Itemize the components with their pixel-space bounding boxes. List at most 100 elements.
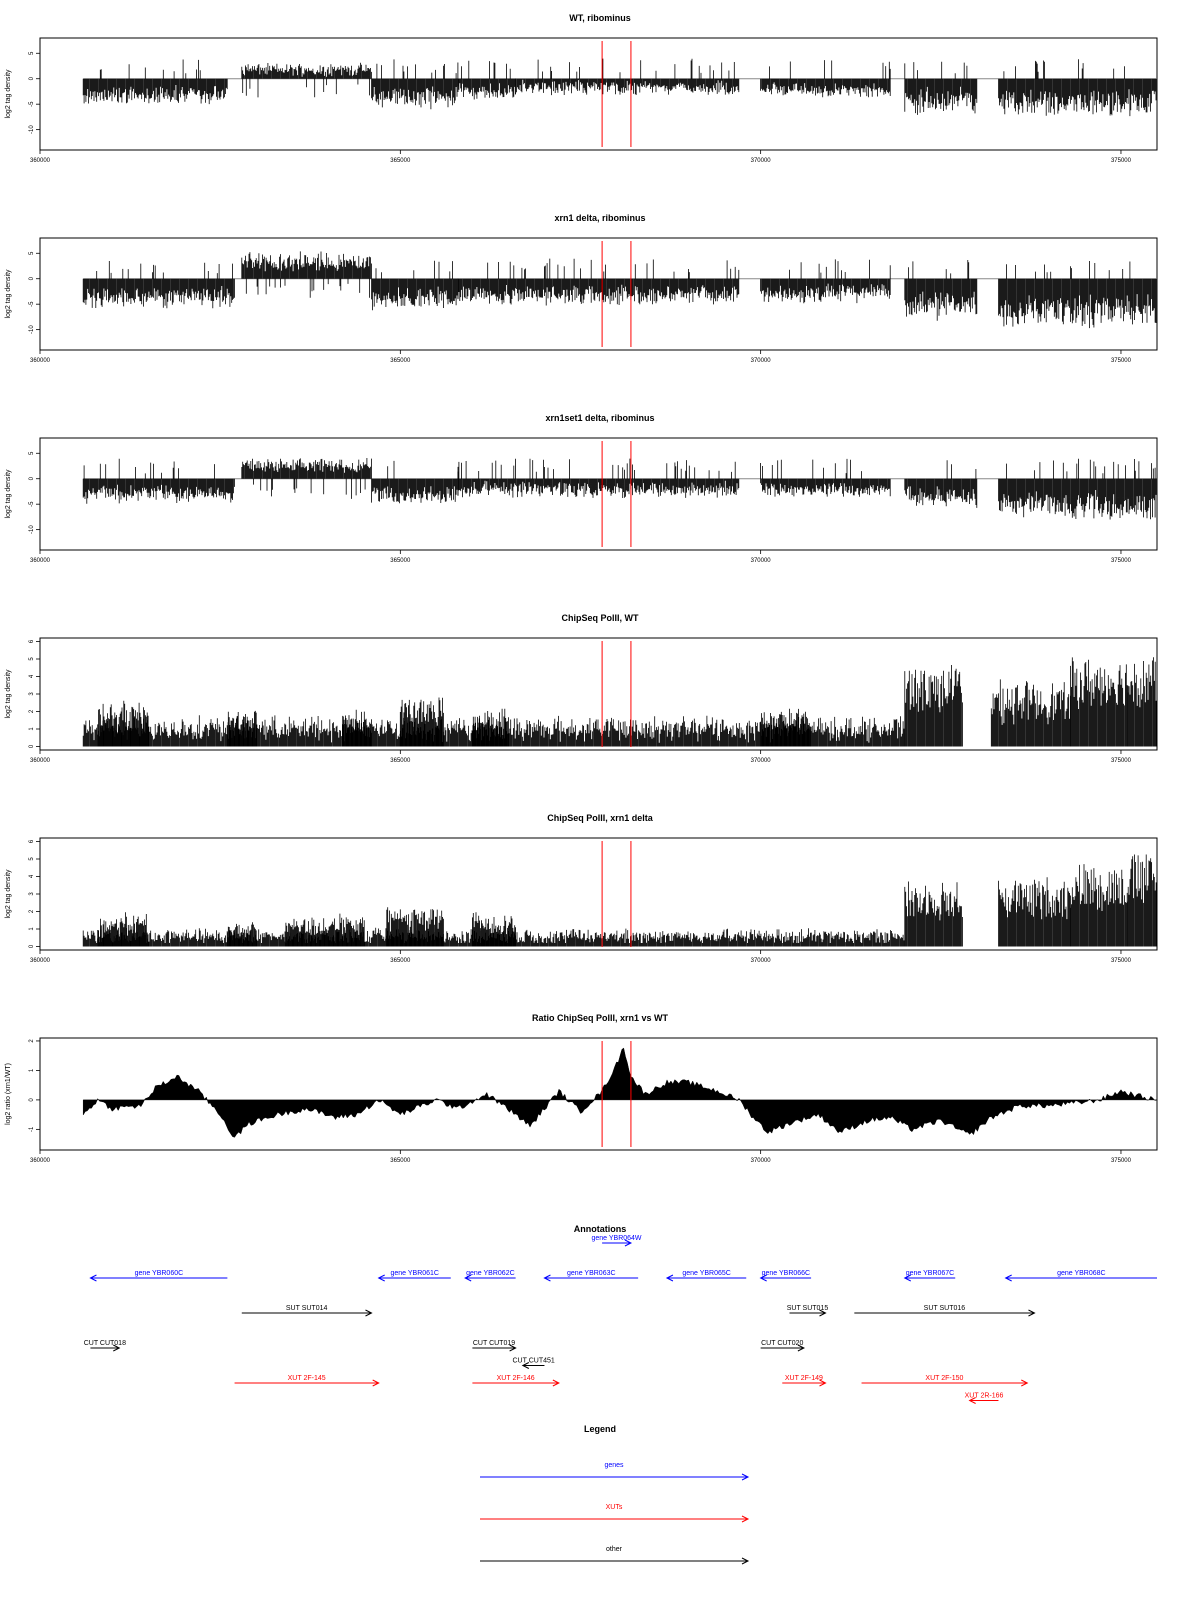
signal-bars [97,912,149,947]
y-tick-label: -10 [29,525,35,534]
signal-segment [371,59,459,110]
y-axis: 6 5 4 3 2 1 0 [29,639,40,748]
y-axis-label: log2 tag density [5,469,12,519]
y-tick-label: 2 [29,909,35,913]
arrow-head-icon [543,1274,551,1282]
panel-title: ChipSeq PolII, WT [562,613,639,623]
feature-label: XUT 2F-145 [288,1375,326,1382]
y-tick-label: 5 [29,451,35,455]
signal-segment [82,458,235,504]
arrow-head-icon [903,1274,911,1282]
panel-title: ChipSeq PolII, xrn1 delta [547,813,654,823]
signal-bars [760,259,891,304]
signal-segment [515,58,740,96]
annotation-feature: SUT SUT014 [241,1305,373,1317]
y-tick-label: 5 [29,251,35,255]
x-tick-label: 370000 [751,358,772,364]
x-tick-label: 375000 [1111,158,1132,164]
x-axis: 360000 365000 370000 375000 [30,950,1132,964]
arrow-head-icon [377,1274,385,1282]
signal-segment [82,715,905,747]
annotation-feature: gene YBR066C [759,1270,812,1282]
signal-bars [1127,657,1158,747]
y-tick-label: 0 [29,1098,35,1102]
annotation-feature: gene YBR063C [543,1270,639,1282]
signal-segment [385,907,444,947]
signal-bars [82,927,905,947]
x-tick-label: 370000 [751,958,772,964]
signal-segment [82,927,905,947]
y-tick-label: 0 [29,944,35,948]
feature-label: SUT SUT015 [787,1305,829,1312]
arrow-head-icon [365,1309,373,1317]
annotation-feature: XUT 2R-166 [965,1393,1004,1404]
feature-label: CUT CUT018 [84,1340,126,1347]
x-tick-label: 365000 [390,958,411,964]
annotation-feature: gene YBR060C [89,1270,228,1282]
annotation-feature: gene YBR067C [903,1270,956,1282]
annotations-panel: Annotations gene YBR060C gene YBR061C gene … [84,1224,1157,1404]
signal-segment [82,261,235,309]
feature-label: gene YBR066C [762,1270,811,1277]
signal-segment [904,61,978,115]
signal-bars [371,59,459,110]
y-axis: 5 0 -5 -10 [29,251,40,334]
signal-bars [385,907,444,947]
signal-segment [760,458,891,497]
arrow-head-icon [1028,1309,1036,1317]
signal-segment [1127,657,1158,747]
plot-frame [39,237,1158,351]
y-tick-label: -10 [29,125,35,134]
panel-5: ChipSeq PolII, xrn1 delta log2 tag densit… [5,813,1158,964]
y-axis: 6 5 4 3 2 1 0 [29,839,40,948]
signal-bars [515,58,740,96]
arrow-head-icon [552,1379,560,1387]
ratio-area [82,1047,1158,1138]
signal-bars [241,62,372,98]
panel-6: Ratio ChipSeq PolII, xrn1 vs WT log2 rati… [5,1013,1158,1164]
panel-3: xrn1set1 delta, ribominus log2 tag densit… [5,413,1158,564]
signal-bars [371,460,459,504]
x-axis: 360000 365000 370000 375000 [30,750,1132,764]
annotation-feature: gene YBR061C [377,1270,451,1282]
signal-segment [1070,657,1129,747]
signal-bars [472,912,516,947]
y-tick-label: 1 [29,927,35,931]
x-tick-label: 365000 [390,158,411,164]
signal-bars [457,60,516,100]
x-tick-label: 370000 [751,1158,772,1164]
feature-label: gene YBR065C [682,1270,731,1277]
x-tick-label: 370000 [751,558,772,564]
annotation-feature: XUT 2F-145 [234,1375,380,1387]
y-axis-label: log2 tag density [5,269,12,319]
signal-segment [241,251,372,298]
x-tick-label: 375000 [1111,1158,1132,1164]
x-tick-label: 360000 [30,558,51,564]
x-tick-label: 370000 [751,158,772,164]
legend-title: Legend [584,1424,616,1434]
arrow-head-icon [741,1515,750,1523]
y-tick-label: 6 [29,639,35,643]
signal-segment [457,60,516,100]
legend-label: XUTs [606,1504,623,1511]
signal-segment [998,59,1158,117]
signal-bars [998,59,1158,117]
signal-bars [82,458,235,504]
x-tick-label: 360000 [30,1158,51,1164]
x-tick-label: 360000 [30,758,51,764]
signal-bars [472,708,509,747]
legend-item: XUTs [480,1504,750,1523]
annotation-feature: gene YBR068C [1004,1270,1157,1282]
signal-segment [227,710,257,747]
arrow-head-icon [968,1397,976,1404]
feature-label: SUT SUT016 [924,1305,966,1312]
arrow-head-icon [741,1557,750,1565]
signal-bars [82,59,228,105]
annotation-feature: gene YBR062C [464,1270,516,1282]
signal-bars [82,261,235,309]
y-tick-label: 3 [29,892,35,896]
signal-segment [472,708,509,747]
signal-segment [904,881,963,947]
signal-bars [227,710,257,747]
annotation-feature: gene YBR064W [591,1235,642,1247]
